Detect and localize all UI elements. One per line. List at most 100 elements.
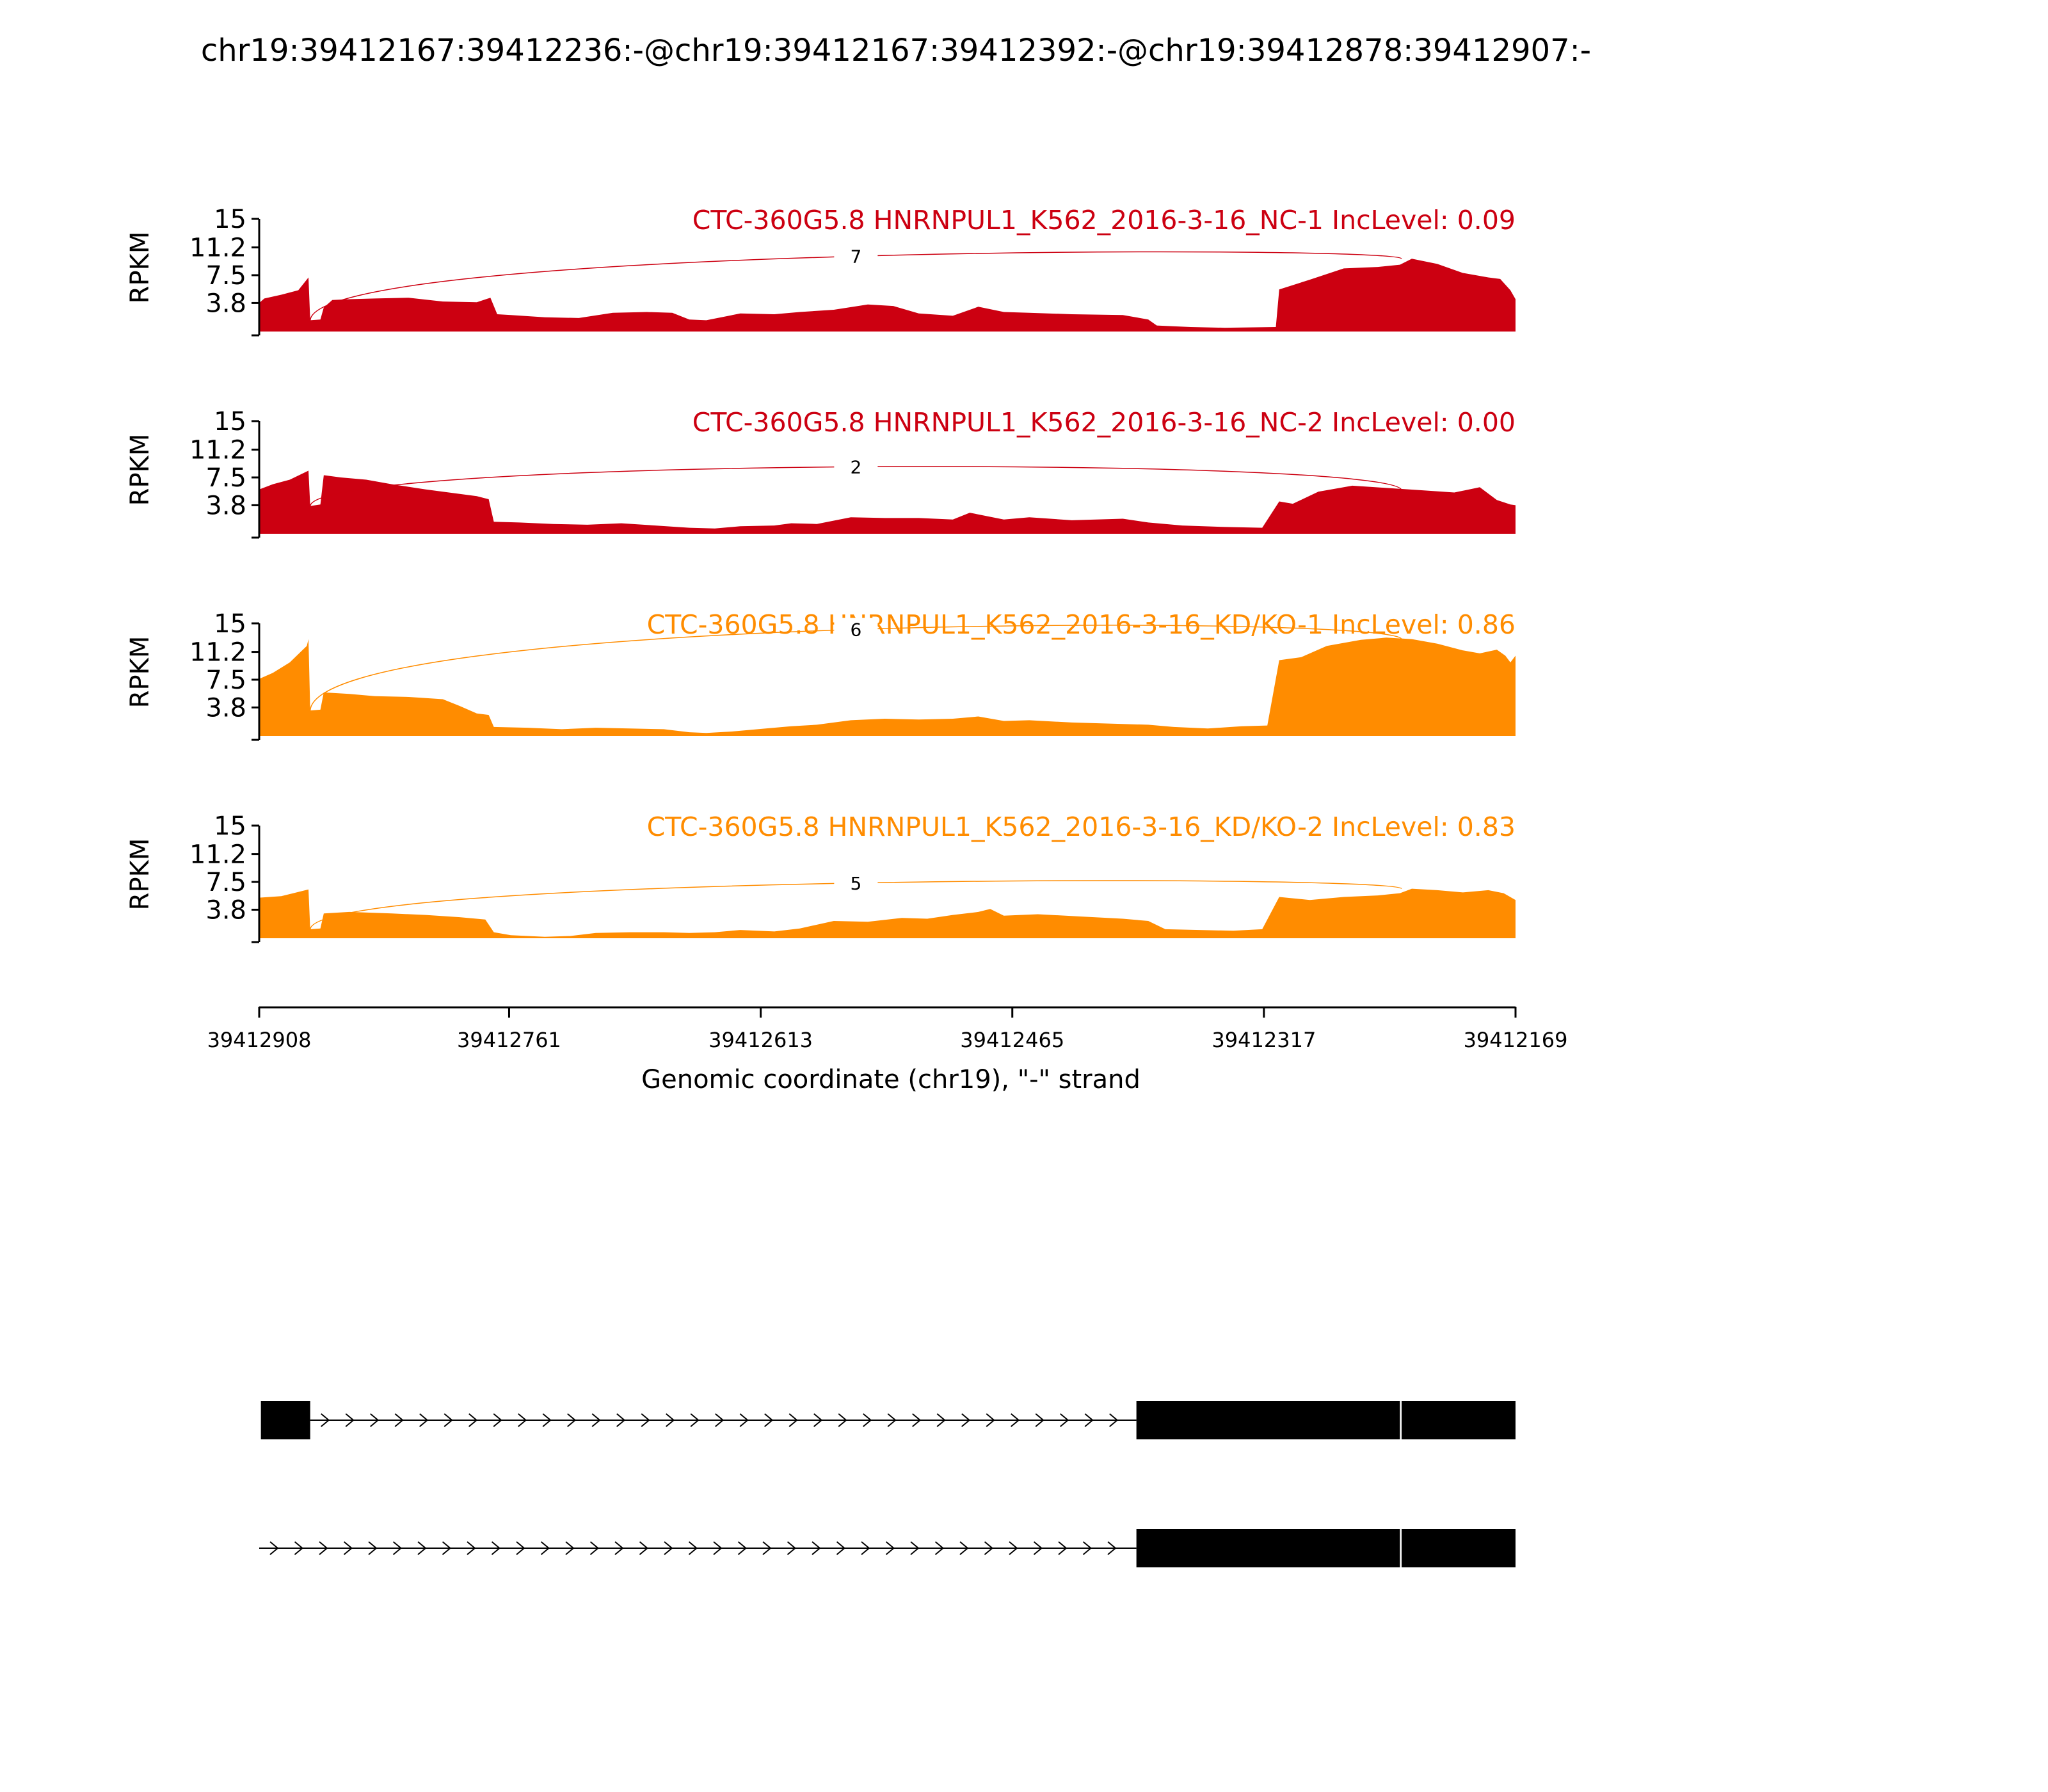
x-tick-label: 39412465 [960,1028,1064,1052]
y-axis-label: RPKM [125,838,155,911]
strand-chevron [688,1541,698,1555]
exon [260,1401,310,1439]
strand-chevron [1011,1413,1020,1427]
strand-chevron [442,1541,452,1555]
y-tick-label: 3.8 [205,895,246,925]
x-axis-label: Genomic coordinate (chr19), "-" strand [641,1065,1140,1094]
strand-chevron [813,1413,823,1427]
strand-chevron [885,1541,895,1555]
exon [1136,1529,1400,1567]
strand-chevron [641,1413,650,1427]
strand-chevron [467,1541,476,1555]
y-tick-label: 7.5 [205,261,246,291]
strand-chevron [959,1541,969,1555]
strand-chevron [294,1541,304,1555]
strand-chevron [713,1541,723,1555]
strand-chevron [1033,1541,1043,1555]
y-tick-label: 15 [214,205,246,234]
gene-model-2 [259,1529,1516,1567]
strand-chevron [343,1541,353,1555]
strand-chevron [444,1413,453,1427]
junction-count-box [834,455,878,479]
y-axis-label: RPKM [125,232,155,304]
strand-chevron [737,1541,748,1555]
strand-chevron [936,1413,946,1427]
strand-chevron [1009,1541,1018,1555]
strand-chevron [764,1413,774,1427]
x-tick-label: 39412613 [708,1028,813,1052]
y-tick-label: 15 [214,812,246,841]
junction-count: 2 [850,456,861,477]
strand-chevron [319,1541,328,1555]
strand-chevron [392,1541,403,1555]
y-tick-label: 3.8 [205,693,246,723]
strand-chevron [984,1541,994,1555]
y-tick-label: 11.2 [189,840,246,870]
strand-chevron [639,1541,649,1555]
strand-chevron [1035,1413,1044,1427]
coverage-area [259,259,1516,332]
strand-chevron [863,1413,872,1427]
strand-chevron [1109,1413,1119,1427]
x-tick-label: 39412169 [1464,1028,1568,1052]
coverage-area [259,470,1516,534]
y-tick-label: 11.2 [189,638,246,668]
strand-chevron [912,1413,922,1427]
strand-chevron [321,1413,330,1427]
page-title: chr19:39412167:39412236:-@chr19:39412167… [201,33,1591,68]
x-tick-label: 39412908 [207,1028,312,1052]
strand-chevron [1107,1541,1117,1555]
junction-count: 5 [850,873,861,894]
strand-chevron [540,1541,550,1555]
y-axis-label: RPKM [125,636,155,708]
junction-count: 7 [850,246,861,267]
strand-chevron [345,1413,355,1427]
strand-chevron [838,1413,847,1427]
strand-chevron [861,1541,870,1555]
strand-chevron [419,1413,429,1427]
coverage-area [259,637,1516,736]
strand-chevron [493,1413,502,1427]
strand-chevron [787,1541,797,1555]
strand-chevron [1058,1541,1068,1555]
strand-chevron [812,1541,821,1555]
exon [1136,1401,1400,1439]
track-title: CTC-360G5.8 HNRNPUL1_K562_2016-3-16_NC-1… [692,205,1516,236]
strand-chevron [468,1413,478,1427]
y-tick-label: 3.8 [205,289,246,318]
strand-chevron [986,1413,995,1427]
strand-chevron [934,1541,945,1555]
x-axis: 39412908 39412761 39412613 39412465 39412317… [207,1006,1568,1052]
strand-chevron [370,1413,380,1427]
x-tick-label: 39412761 [457,1028,561,1052]
strand-chevron [664,1541,673,1555]
track-title: CTC-360G5.8 HNRNPUL1_K562_2016-3-16_KD/K… [647,609,1516,640]
strand-chevron [715,1413,724,1427]
strand-chevron [591,1413,601,1427]
exon [1402,1401,1516,1439]
strand-chevron [836,1541,846,1555]
strand-chevron [518,1413,527,1427]
strand-chevron [961,1413,971,1427]
track-title: CTC-360G5.8 HNRNPUL1_K562_2016-3-16_KD/K… [647,812,1516,842]
y-axis-label: RPKM [125,434,155,506]
x-tick-label: 39412317 [1212,1028,1316,1052]
strand-chevron [516,1541,525,1555]
track-title: CTC-360G5.8 HNRNPUL1_K562_2016-3-16_NC-2… [692,407,1516,438]
gene-model-1 [260,1401,1516,1439]
junction-count-box [834,244,878,268]
exon [1402,1529,1516,1567]
strand-chevron [739,1413,749,1427]
strand-chevron [589,1541,600,1555]
strand-chevron [666,1413,675,1427]
y-tick-label: 7.5 [205,666,246,695]
strand-chevron [1060,1413,1069,1427]
strand-chevron [690,1413,700,1427]
y-tick-label: 11.2 [189,436,246,465]
strand-chevron [1084,1413,1094,1427]
